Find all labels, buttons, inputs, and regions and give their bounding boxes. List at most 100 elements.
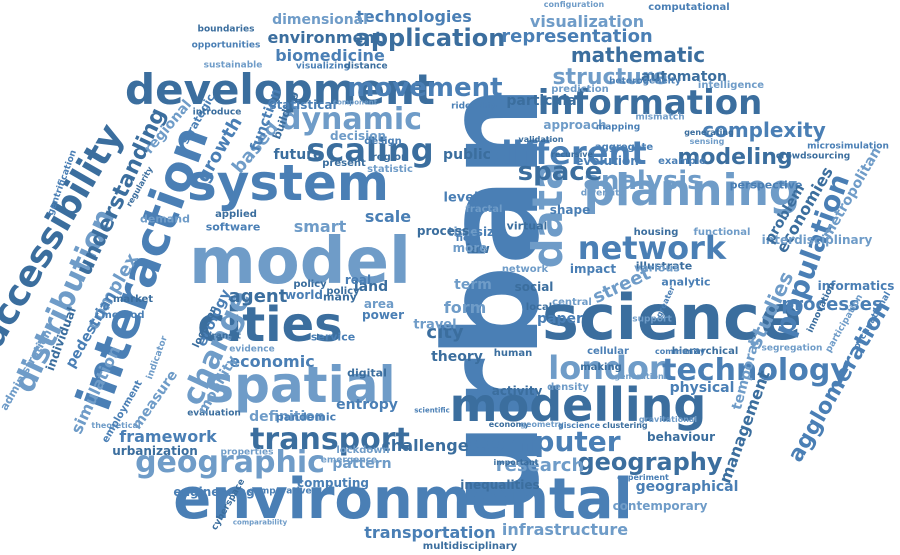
word-comparability: comparability [232, 518, 288, 527]
word-geography: geography [577, 448, 723, 476]
word-law: law [466, 242, 490, 256]
word-engineering: engineering [173, 485, 255, 499]
word-aggregate: aggregate [594, 142, 654, 153]
word-framework: framework [119, 427, 217, 446]
word-transportation: transportation [364, 523, 496, 542]
word-model: model [189, 225, 411, 299]
word-theoretical: theoretical [91, 421, 141, 430]
word-shape: shape [549, 203, 591, 217]
word-comparative: comparative [248, 486, 312, 497]
word-software: software [205, 220, 261, 234]
word-level: level [443, 190, 479, 206]
word-more: more [452, 241, 488, 255]
word-many: many [323, 290, 357, 304]
word-housing: housing [633, 227, 679, 238]
word-making: making [580, 362, 622, 373]
word-definition: definition [249, 409, 325, 425]
word-real: real [344, 273, 372, 287]
word-various: various [634, 261, 680, 275]
word-spatial: spatial [204, 356, 396, 414]
word-planning: planning [583, 165, 801, 216]
word-computer: computer [469, 425, 621, 458]
word-functional: functional [693, 227, 751, 238]
word-land: land [353, 279, 389, 295]
word-research: research [495, 455, 585, 476]
word-behaviour: behaviour [646, 430, 716, 444]
word-application: application [354, 24, 506, 52]
word-gravitational: gravitational [638, 415, 698, 424]
word-recursive: recursive [551, 150, 593, 159]
word-intelligence: intelligence [697, 80, 765, 91]
word-introduce: introduce [192, 107, 242, 118]
word-theory: theory [431, 349, 483, 365]
word-space: space [517, 157, 603, 187]
word-density: density [547, 382, 589, 393]
word-science: science [542, 281, 802, 354]
word-component: component [332, 98, 378, 107]
word-agent: agent [228, 286, 288, 307]
word-mapping: mapping [595, 122, 641, 133]
word-validation: validation [518, 135, 564, 144]
word-scale: scale [364, 207, 412, 226]
word-pattern: pattern [332, 456, 392, 472]
word-representation: representation [501, 26, 653, 47]
word-area: area [363, 297, 395, 311]
word-cities: cities [197, 297, 343, 353]
word-pandemic: pandemic [275, 410, 337, 424]
word-network: network [501, 264, 549, 275]
word-analysis: analysis [583, 166, 703, 196]
word-multidisciplinary: multidisciplinary [422, 541, 518, 552]
word-automaton: automaton [640, 69, 728, 85]
word-different: different [489, 134, 647, 172]
word-emergence: emergence [320, 455, 378, 466]
word-example: example [658, 156, 706, 167]
word-network: network [577, 229, 727, 267]
word-dimensional: dimensional [272, 12, 368, 28]
word-local: local [525, 302, 553, 313]
word-activity: activity [491, 384, 543, 398]
word-environmental: environmental [173, 467, 633, 532]
word-crowdsourcing: crowdsourcing [775, 151, 851, 162]
word-mismatch: mismatch [635, 112, 685, 123]
word-visualizing: visualizing [295, 61, 351, 72]
word-complexity: complexity [702, 118, 826, 142]
word-policy: policy [326, 286, 360, 297]
word-dynamic: dynamic [280, 102, 422, 137]
word-modeling: modeling [677, 145, 793, 170]
word-transport: transport [250, 422, 410, 457]
word-diversity: diversity [580, 188, 626, 199]
word-movement: movement [347, 73, 503, 103]
word-entropy: entropy [336, 397, 398, 413]
word-biomedicine: biomedicine [275, 46, 385, 65]
word-support: support [632, 314, 672, 325]
word-challenge: challenge [381, 436, 469, 455]
word-distance: distance [344, 61, 388, 72]
word-urbanization: urbanization [112, 444, 198, 458]
word-evidence: evidence [229, 344, 275, 355]
word-clustering: clustering [602, 421, 648, 430]
word-contemporary: contemporary [612, 499, 708, 513]
word-future: future [273, 147, 323, 163]
word-present: present [322, 158, 366, 169]
word-form: form [443, 298, 487, 317]
word-social: social [514, 280, 554, 294]
word-process: process [416, 224, 470, 238]
word-heterogeneity: heterogeneity [609, 76, 681, 87]
word-lockdown: lockdown [336, 445, 390, 456]
word-field: field [455, 233, 481, 244]
word-microsimulation: microsimulation [807, 141, 889, 152]
word-scientific: scientific [414, 406, 450, 415]
word-decision: decision [330, 129, 386, 143]
word-scaling: scaling [306, 131, 434, 169]
word-term: term [454, 277, 492, 293]
word-approach: approach [543, 118, 607, 132]
word-cellular: cellular [587, 346, 629, 357]
word-visualization: visualization [529, 12, 645, 31]
word-paper: paper [537, 311, 583, 327]
word-computing: computing [297, 476, 369, 490]
word-geographic: geographic [135, 445, 325, 480]
word-modelling: modelling [449, 378, 707, 432]
word-processes: processes [781, 294, 883, 315]
word-environment: environment [267, 28, 383, 47]
word-size: size [475, 225, 503, 239]
